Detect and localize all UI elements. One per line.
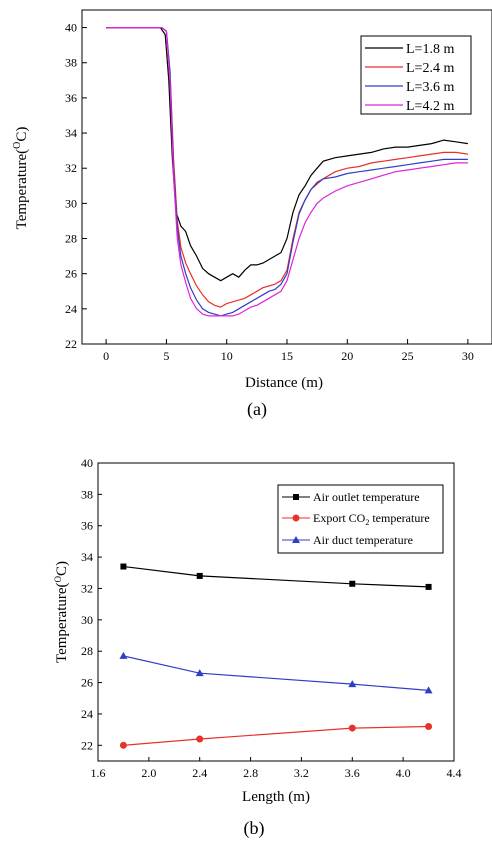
chart-b-y-tick-label: 34 (81, 550, 93, 564)
chart-b-data-point-3 (195, 669, 204, 677)
chart-b-x-tick-label: 1.6 (91, 766, 106, 780)
chart-a-y-tick-label: 38 (65, 56, 77, 70)
chart-a-y-tick-label: 26 (65, 267, 77, 281)
chart-a-legend-box (360, 35, 472, 115)
chart-b-data-point-2 (119, 741, 127, 749)
chart-a-y-tick-label: 32 (65, 161, 77, 175)
chart-a-y-tick-label: 22 (65, 337, 77, 351)
chart-b-series-line-1 (123, 565, 429, 588)
chart-b-legend-box (277, 484, 444, 554)
legend-a-label-4: L=4.2 m (406, 99, 454, 114)
chart-a-y-tick-label: 34 (65, 126, 77, 140)
chart-b-data-point-3 (119, 651, 128, 659)
chart-b-data-point-1 (120, 563, 127, 570)
chart-b-caption: (b) (244, 818, 265, 839)
chart-b-data-point-2 (425, 722, 433, 730)
chart-a: 0 5 10 15 20 25 30 22 24 26 28 30 32 34 36 38 40 L=1.8 m… (12, 9, 492, 420)
chart-b: 1.6 2.0 2.4 2.8 3.2 3.6 4.0 4.4 22 24 26 28 30 32 34 36… (53, 456, 462, 839)
chart-b-y-axis-label-sup: O (53, 575, 63, 582)
legend-a-label-1: L=1.8 m (406, 42, 454, 57)
chart-a-series-line-3 (106, 27, 468, 317)
chart-a-legend: L=1.8 m L=2.4 m L=3.6 m L=4.2 m (360, 35, 472, 115)
chart-b-legend: Air outlet temperature Export CO2 temper… (277, 484, 444, 554)
legend-a-label-3: L=3.6 m (406, 80, 454, 95)
chart-a-x-tick-label: 15 (281, 349, 293, 363)
chart-b-data-point-1 (425, 583, 432, 590)
legend-b-label-1: Air outlet temperature (313, 490, 420, 504)
chart-b-x-tick-label: 3.2 (294, 766, 309, 780)
chart-b-x-axis-label: Length (m) (242, 789, 310, 805)
chart-b-x-tick-label: 3.6 (345, 766, 360, 780)
legend-b-marker-2 (292, 514, 300, 522)
legend-b-marker-1 (293, 494, 299, 500)
chart-b-data-point-3 (424, 686, 433, 694)
chart-a-y-tick-label: 40 (65, 21, 77, 35)
chart-b-y-tick-label: 28 (81, 644, 93, 658)
chart-a-series-line-1 (106, 27, 468, 282)
chart-a-y-axis-label-sup: O (12, 142, 23, 149)
chart-b-plot-frame (97, 462, 455, 762)
chart-a-series-line-4 (106, 27, 468, 317)
chart-a-x-tick-label: 0 (103, 349, 109, 363)
chart-a-x-axis-label: Distance (m) (245, 375, 323, 391)
chart-b-data-point-3 (348, 680, 357, 688)
chart-a-y-tick-label: 36 (65, 91, 77, 105)
chart-b-y-tick-label: 26 (81, 676, 93, 690)
chart-b-y-tick-label: 30 (81, 613, 93, 627)
chart-b-data-point-1 (349, 580, 356, 587)
chart-b-y-tick-label: 38 (81, 487, 93, 501)
chart-b-data-point-2 (196, 735, 204, 743)
chart-a-x-tick-label: 10 (221, 349, 233, 363)
chart-b-y-axis-label: Temperature(OC) (53, 561, 70, 663)
chart-a-x-tick-label: 5 (163, 349, 169, 363)
chart-a-x-tick-label: 25 (402, 349, 414, 363)
legend-b-label-3: Air duct temperature (313, 533, 413, 547)
chart-b-x-tick-label: 4.4 (447, 766, 462, 780)
legend-b-label-2: Export CO2 temperature (313, 511, 430, 527)
chart-b-x-tick-label: 4.0 (396, 766, 411, 780)
chart-b-y-tick-label: 36 (81, 519, 93, 533)
chart-a-x-tick-label: 30 (462, 349, 474, 363)
chart-b-series-line-2 (123, 725, 429, 746)
chart-a-caption: (a) (247, 399, 267, 420)
chart-b-data-point-2 (348, 724, 356, 732)
legend-b-marker-3 (292, 536, 300, 543)
chart-a-y-axis-label: Temperature(OC) (12, 127, 30, 230)
chart-b-data-point-1 (196, 572, 203, 579)
chart-b-x-tick-label: 2.4 (192, 766, 207, 780)
chart-a-y-tick-label: 24 (65, 302, 77, 316)
chart-a-y-tick-label: 30 (65, 196, 77, 210)
chart-b-y-tick-label: 24 (81, 707, 93, 721)
chart-a-series-line-2 (106, 27, 468, 308)
chart-b-x-tick-label: 2.8 (243, 766, 258, 780)
chart-a-x-tick-label: 20 (341, 349, 353, 363)
chart-b-y-tick-label: 40 (81, 456, 93, 470)
chart-b-y-tick-label: 22 (81, 738, 93, 752)
chart-b-series-line-3 (123, 655, 429, 691)
chart-b-y-tick-label: 32 (81, 581, 93, 595)
chart-a-y-tick-label: 28 (65, 232, 77, 246)
legend-a-label-2: L=2.4 m (406, 61, 454, 76)
chart-b-x-tick-label: 2.0 (141, 766, 156, 780)
